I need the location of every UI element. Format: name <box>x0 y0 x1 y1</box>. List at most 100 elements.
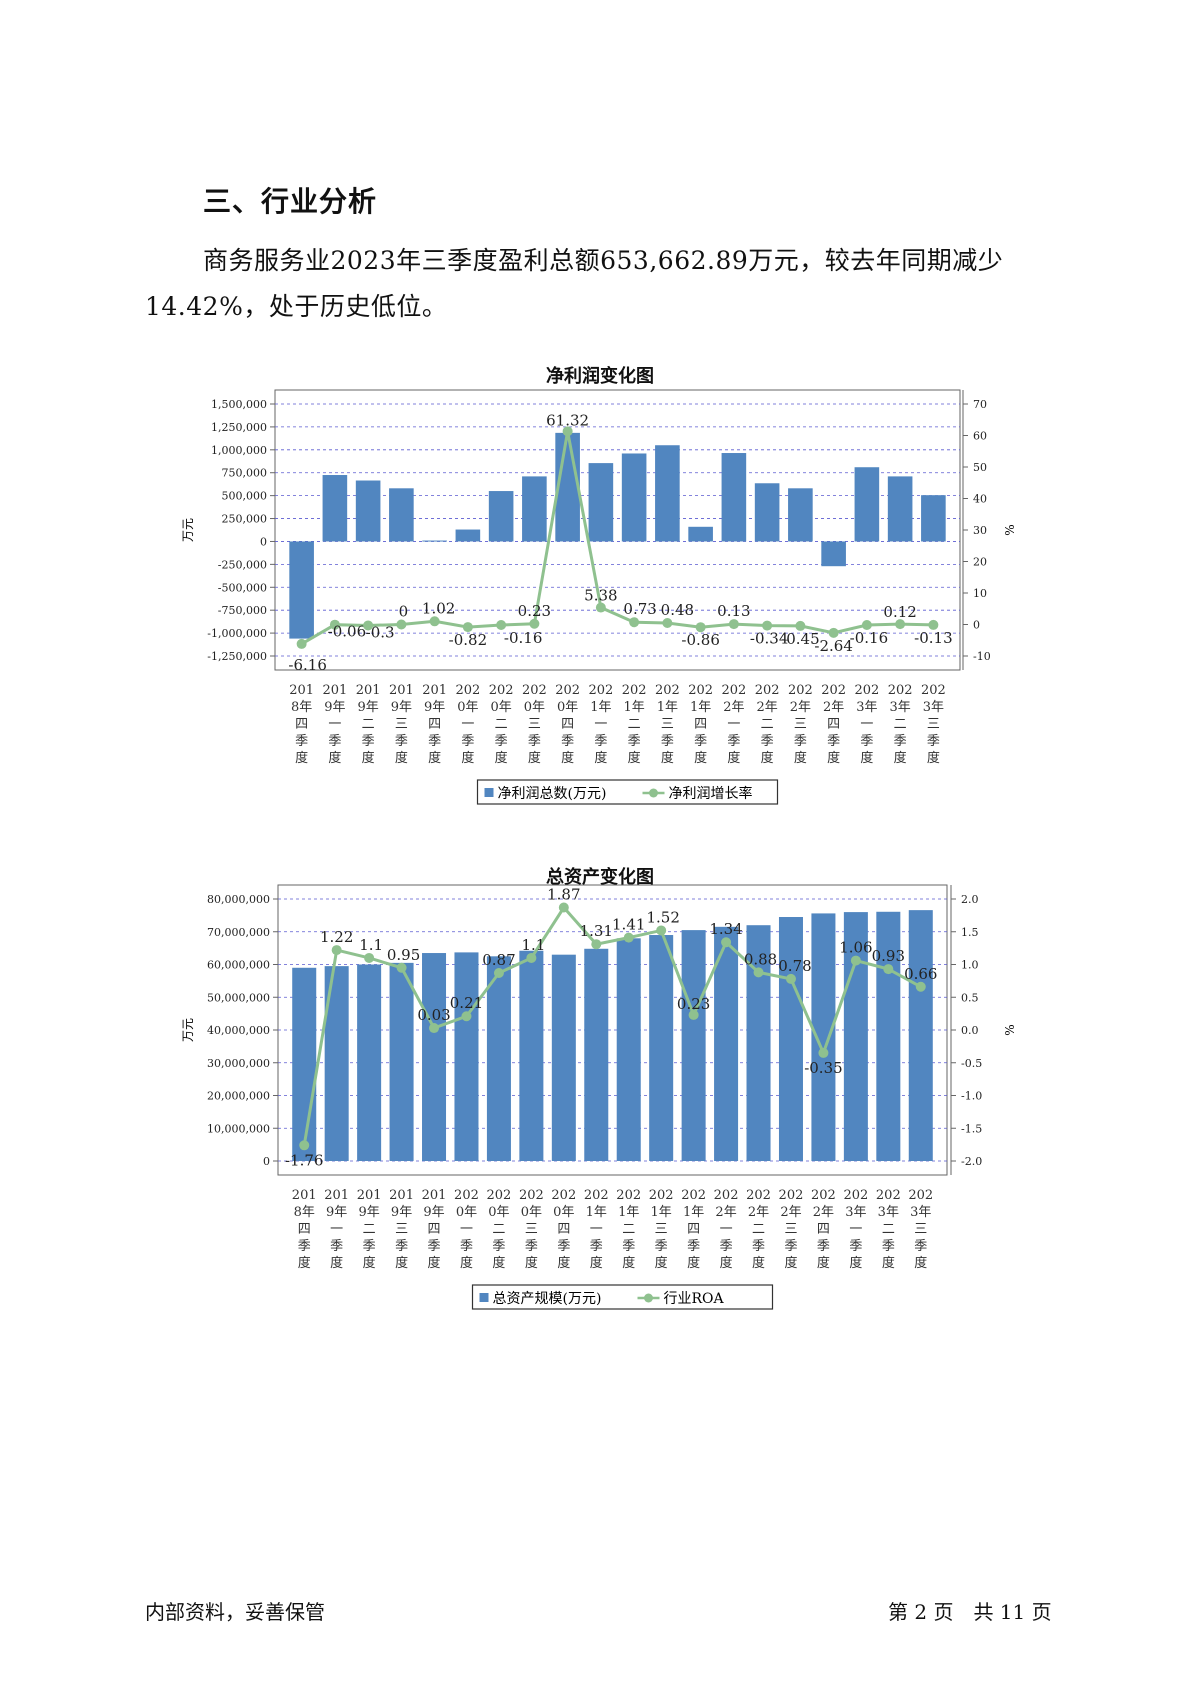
category-label: 9年 <box>357 700 378 715</box>
category-label: 一 <box>860 717 873 732</box>
summary-paragraph: 商务服务业2023年三季度盈利总额653,662.89万元，较去年同期减少14.… <box>145 246 1004 321</box>
line-point <box>364 952 375 963</box>
left-axis-title: 万元 <box>181 518 195 542</box>
category-label: 度 <box>894 750 907 766</box>
category-label: 季 <box>727 734 740 749</box>
bar <box>355 480 381 542</box>
category-label: 2年 <box>715 1205 736 1220</box>
category-label: 202 <box>487 1188 512 1203</box>
line-point <box>363 620 374 631</box>
category-label: 202 <box>551 1188 576 1203</box>
category-label: 季 <box>328 734 341 749</box>
category-label: 度 <box>460 1255 473 1271</box>
category-label: 三 <box>525 1222 538 1237</box>
line-point <box>396 962 407 973</box>
category-label: 202 <box>721 683 746 698</box>
category-label: 202 <box>555 683 580 698</box>
category-label: 季 <box>628 734 641 749</box>
category-label: 202 <box>746 1188 771 1203</box>
category-label: 度 <box>655 1255 668 1271</box>
data-label: 1.41 <box>612 916 645 934</box>
category-label: 度 <box>330 1255 343 1271</box>
category-label: 0年 <box>488 1205 509 1220</box>
category-label: 度 <box>492 1255 505 1271</box>
data-label: -0.45 <box>781 630 819 648</box>
left-tick-label: 70,000,000 <box>207 926 270 939</box>
line-point <box>562 426 573 437</box>
category-label: 202 <box>843 1188 868 1203</box>
data-label: 0.66 <box>904 965 937 983</box>
section-heading: 三、行业分析 <box>203 185 378 218</box>
category-label: 二 <box>362 717 375 732</box>
category-label: 202 <box>779 1188 804 1203</box>
category-label: 季 <box>784 1239 797 1254</box>
category-label: 二 <box>761 717 774 732</box>
category-label: 3年 <box>910 1205 931 1220</box>
category-label: 三 <box>927 717 940 732</box>
right-tick-label: -10 <box>973 650 991 663</box>
data-label: -0.13 <box>914 629 952 647</box>
right-tick-label: 20 <box>973 556 987 569</box>
category-label: 9年 <box>424 700 445 715</box>
line-point <box>529 618 540 629</box>
category-label: 度 <box>914 1255 927 1271</box>
category-label: 季 <box>428 734 441 749</box>
bar <box>357 964 382 1161</box>
category-label: 度 <box>525 1255 538 1271</box>
line-point <box>429 1023 440 1034</box>
category-label: 三 <box>794 717 807 732</box>
category-label: 度 <box>761 750 774 766</box>
line-point <box>396 619 407 630</box>
line-point <box>721 937 732 948</box>
legend-bar-label: 总资产规模(万元) <box>493 1291 602 1307</box>
bar <box>908 910 933 1161</box>
data-label: -0.82 <box>449 631 487 649</box>
category-label: 3年 <box>923 700 944 715</box>
category-label: 季 <box>428 1239 441 1254</box>
legend-line-marker <box>649 788 658 798</box>
category-label: 度 <box>528 750 541 766</box>
category-label: 201 <box>389 683 414 698</box>
right-tick-label: -1.5 <box>961 1122 982 1135</box>
category-label: 季 <box>330 1239 343 1254</box>
category-label: 202 <box>908 1188 933 1203</box>
left-tick-label: 500,000 <box>222 490 268 503</box>
category-label: 202 <box>714 1188 739 1203</box>
category-label: 季 <box>561 734 574 749</box>
category-label: 一 <box>720 1222 733 1237</box>
line-point <box>595 602 606 613</box>
right-tick-label: 1.5 <box>961 926 979 939</box>
bar <box>887 476 913 542</box>
category-label: 三 <box>395 1222 408 1237</box>
data-label: 0.93 <box>872 947 905 965</box>
category-label: 201 <box>422 1188 447 1203</box>
category-label: 四 <box>428 1222 441 1237</box>
category-label: 1年 <box>590 700 611 715</box>
category-label: 度 <box>860 750 873 766</box>
series-line <box>300 431 934 646</box>
category-label: 季 <box>460 1239 473 1254</box>
category-label: 202 <box>455 683 480 698</box>
category-label: 0年 <box>457 700 478 715</box>
category-label: 季 <box>860 734 873 749</box>
category-label: 202 <box>755 683 780 698</box>
category-label: 三 <box>528 717 541 732</box>
data-label: -1.76 <box>285 1151 323 1169</box>
bar <box>454 952 479 1161</box>
category-label: 0年 <box>490 700 511 715</box>
category-label: 度 <box>752 1255 765 1271</box>
category-label: 3年 <box>856 700 877 715</box>
category-label: 二 <box>894 717 907 732</box>
category-label: 度 <box>428 750 441 766</box>
right-tick-label: 50 <box>973 461 987 474</box>
chart2-title: 总资产变化图 <box>546 867 654 888</box>
category-label: 1年 <box>618 1205 639 1220</box>
data-label: -0.35 <box>804 1059 842 1077</box>
category-label: 202 <box>788 683 813 698</box>
category-label: 2年 <box>823 700 844 715</box>
category-label: 201 <box>292 1188 317 1203</box>
category-label: 202 <box>519 1188 544 1203</box>
category-label: 2年 <box>756 700 777 715</box>
data-label: 1.06 <box>839 939 872 957</box>
left-tick-label: 80,000,000 <box>207 893 270 906</box>
